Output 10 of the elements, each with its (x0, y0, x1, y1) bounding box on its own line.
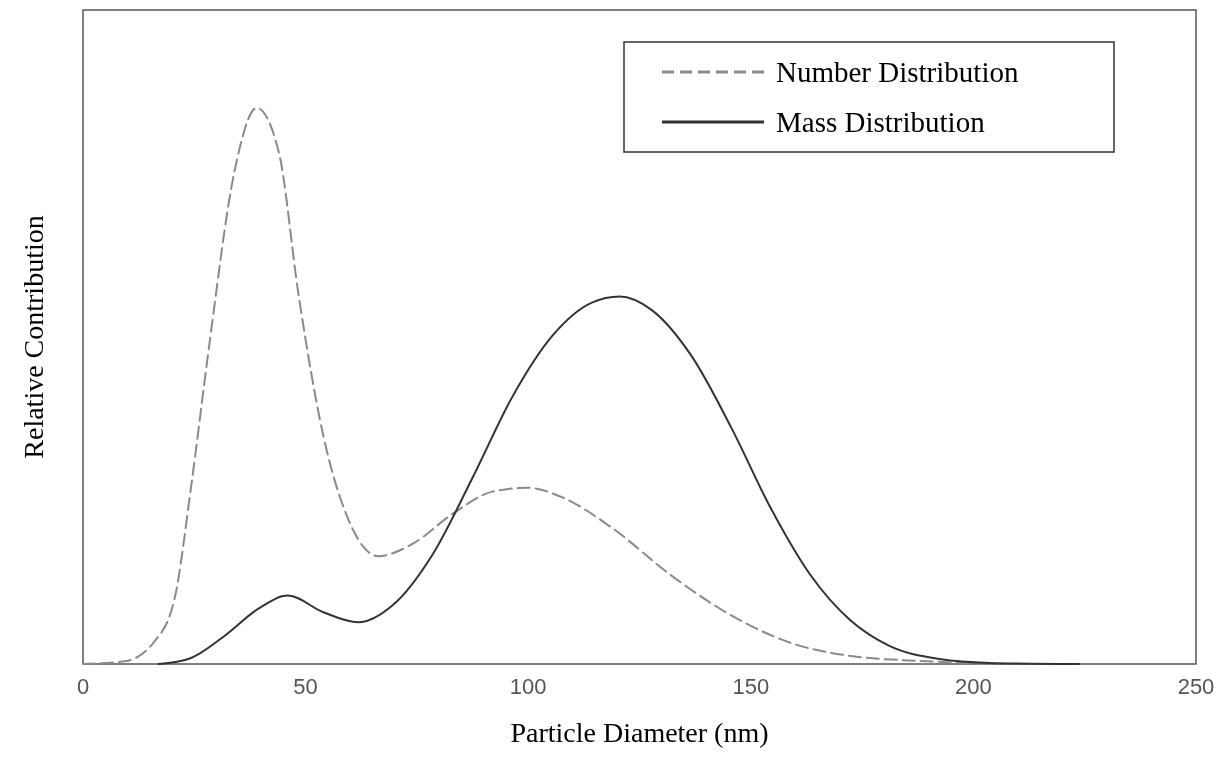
x-tick-label: 150 (732, 674, 770, 699)
x-tick-label: 200 (955, 674, 992, 699)
x-tick-label: 100 (509, 674, 547, 699)
x-axis-title: Particle Diameter (nm) (510, 717, 769, 748)
y-axis-title: Relative Contribution (18, 215, 49, 459)
x-tick-label: 250 (1177, 674, 1215, 699)
x-tick-label: 0 (76, 674, 90, 699)
x-tick-label: 50 (293, 674, 318, 699)
legend-label: Mass Distribution (776, 106, 986, 138)
legend-label: Number Distribution (776, 56, 1019, 88)
